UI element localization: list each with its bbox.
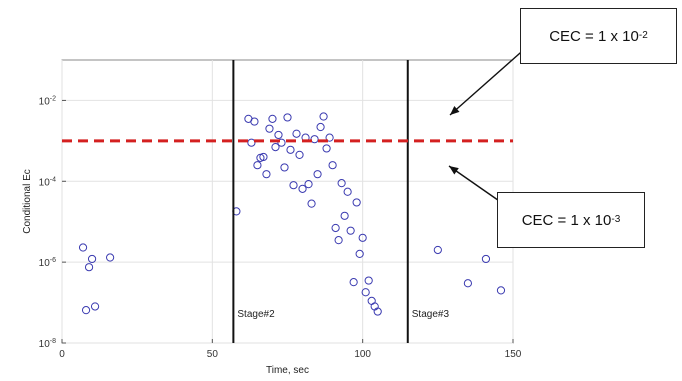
data-point bbox=[262, 170, 271, 179]
data-point bbox=[331, 223, 340, 233]
callout-arrow-1-head bbox=[450, 105, 460, 115]
y-tick-label: 10-8 bbox=[39, 338, 56, 350]
data-point bbox=[316, 122, 325, 132]
data-point bbox=[463, 279, 472, 288]
data-point bbox=[313, 170, 322, 179]
data-point bbox=[340, 211, 349, 220]
data-point bbox=[310, 135, 319, 144]
plot-area bbox=[61, 59, 514, 344]
data-point bbox=[307, 199, 316, 208]
data-point bbox=[247, 138, 256, 147]
callout-arrow-2-head bbox=[449, 166, 459, 175]
data-point bbox=[349, 278, 358, 287]
data-point bbox=[277, 138, 286, 147]
data-point bbox=[355, 249, 364, 258]
data-point bbox=[304, 180, 313, 189]
data-point bbox=[337, 179, 346, 188]
data-point bbox=[325, 133, 334, 142]
y-axis-label: Conditional Ec bbox=[22, 169, 33, 233]
x-axis-label: Time, sec bbox=[266, 365, 309, 376]
axis-ticks: 0 50 100 150 10-2 10-4 10-6 10-8 bbox=[39, 95, 522, 360]
data-point bbox=[268, 114, 277, 123]
data-point bbox=[271, 143, 280, 152]
callout-1-prefix: CEC = 1 x 10 bbox=[549, 27, 639, 45]
data-point bbox=[328, 161, 337, 170]
x-tick-label: 0 bbox=[59, 349, 65, 360]
data-point bbox=[358, 233, 367, 242]
data-point bbox=[298, 184, 307, 193]
grid-lines bbox=[61, 60, 514, 344]
data-point bbox=[373, 307, 382, 316]
data-point bbox=[265, 124, 274, 133]
x-tick-label: 150 bbox=[505, 349, 522, 360]
data-point bbox=[78, 243, 88, 252]
callout-2-prefix: CEC = 1 x 10 bbox=[521, 211, 612, 229]
data-point bbox=[84, 263, 94, 272]
callout-arrows bbox=[448, 45, 529, 206]
data-point bbox=[361, 288, 370, 297]
data-point bbox=[352, 198, 361, 207]
data-point bbox=[286, 145, 295, 154]
x-tick-label: 100 bbox=[354, 349, 371, 360]
data-points bbox=[78, 112, 506, 316]
data-point bbox=[364, 276, 373, 285]
callout-cec-1e-3: CEC = 1 x 10 -3 bbox=[497, 192, 645, 248]
stage-label: Stage#2 bbox=[237, 309, 275, 320]
data-point bbox=[343, 187, 352, 196]
data-point bbox=[496, 286, 506, 295]
data-point bbox=[280, 163, 289, 172]
callout-arrow-2 bbox=[448, 165, 506, 206]
data-point bbox=[106, 253, 115, 262]
data-point bbox=[433, 245, 442, 255]
stage-label: Stage#3 bbox=[412, 309, 450, 320]
data-point bbox=[90, 302, 100, 311]
data-point bbox=[250, 117, 259, 126]
data-point bbox=[259, 152, 268, 162]
y-tick-label: 10-4 bbox=[39, 176, 56, 188]
stage-boundaries: Stage#2 Stage#3 bbox=[232, 60, 450, 343]
data-point bbox=[346, 226, 355, 235]
data-point bbox=[87, 254, 97, 264]
data-point bbox=[253, 161, 262, 170]
data-point bbox=[481, 254, 491, 264]
data-point bbox=[322, 144, 331, 153]
data-point bbox=[295, 150, 304, 159]
data-point bbox=[274, 130, 283, 140]
y-tick-label: 10-6 bbox=[39, 257, 56, 269]
data-point bbox=[334, 236, 343, 245]
data-point bbox=[81, 306, 91, 315]
data-point bbox=[283, 113, 292, 122]
y-tick-label: 10-2 bbox=[39, 95, 56, 107]
callout-arrow-1 bbox=[449, 45, 529, 116]
data-point bbox=[289, 181, 298, 190]
data-point bbox=[292, 129, 301, 138]
x-tick-label: 50 bbox=[207, 349, 219, 360]
data-point bbox=[319, 112, 328, 121]
callout-cec-1e-2: CEC = 1 x 10 -2 bbox=[520, 8, 677, 64]
